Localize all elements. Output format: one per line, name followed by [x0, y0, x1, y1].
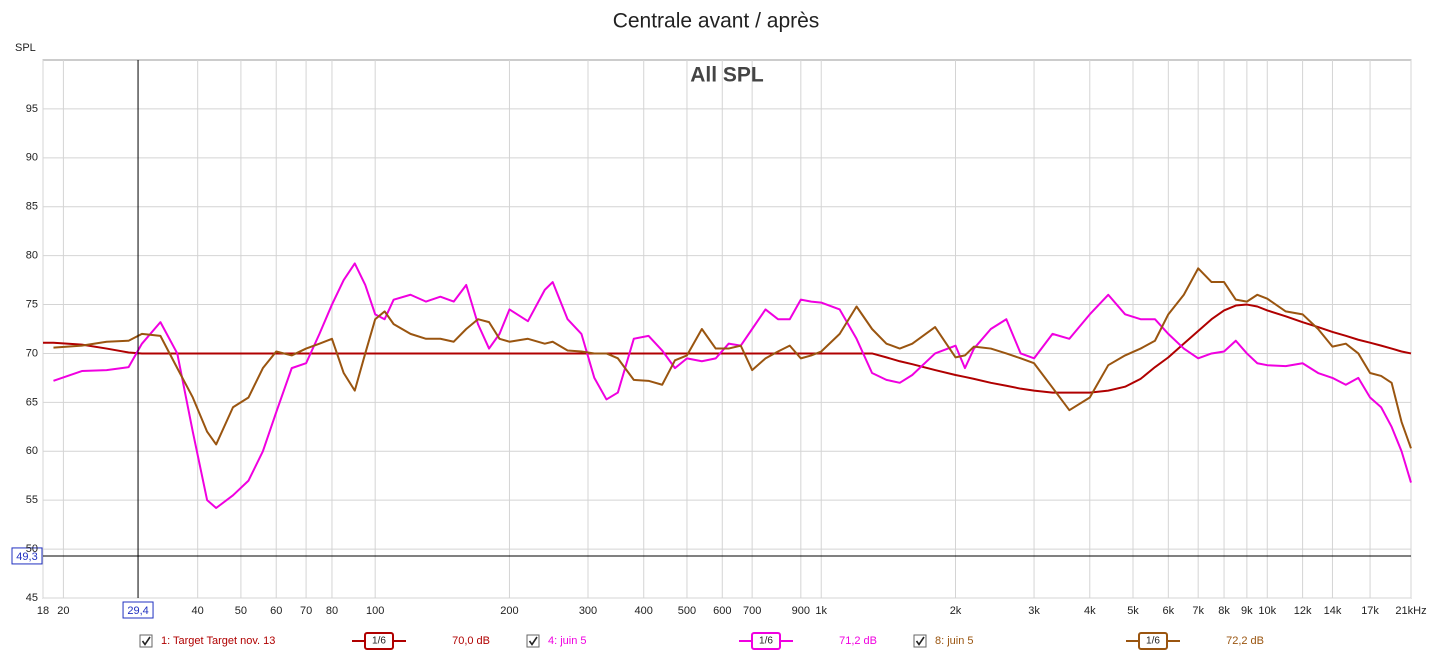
- y-tick-label: 70: [26, 347, 38, 359]
- x-tick-label: 2k: [950, 605, 962, 617]
- y-tick-label: 55: [26, 494, 38, 506]
- x-tick-label: 400: [635, 605, 653, 617]
- grid: [42, 60, 1412, 599]
- x-tick-label: 10k: [1258, 605, 1276, 617]
- x-tick-label: 40: [192, 605, 204, 617]
- legend-checkbox[interactable]: [139, 634, 153, 648]
- x-tick-label: 21kHz: [1395, 605, 1426, 617]
- x-tick-label: 7k: [1192, 605, 1204, 617]
- legend-level: 71,2 dB: [839, 635, 877, 647]
- cursor-x-box: [122, 601, 154, 619]
- legend-checkmark: [915, 636, 925, 646]
- x-tick-label: 100: [366, 605, 384, 617]
- x-tick-label: 200: [500, 605, 518, 617]
- series-line: [53, 267, 1412, 449]
- y-tick-label: 85: [26, 201, 38, 213]
- x-tick-label: 6k: [1163, 605, 1175, 617]
- x-tick-label: 8k: [1218, 605, 1230, 617]
- legend-checkmark: [528, 636, 538, 646]
- legend: 1: Target Target nov. 13 1/6 70,0 dB 4: jui…: [139, 632, 1264, 650]
- x-tick-label: 70: [300, 605, 312, 617]
- y-tick-label: 80: [26, 250, 38, 262]
- x-tick-label: 700: [743, 605, 761, 617]
- plot-area: [42, 59, 1412, 599]
- cursor: 29,4 49,3: [11, 60, 1411, 619]
- y-tick-label: 95: [26, 103, 38, 115]
- legend-smoothing-box[interactable]: [364, 632, 394, 650]
- series-line: [53, 262, 1412, 510]
- x-tick-label: 17k: [1361, 605, 1379, 617]
- x-tick-label: 5k: [1127, 605, 1139, 617]
- x-tick-label: 80: [326, 605, 338, 617]
- cursor-y-box: [11, 547, 43, 565]
- legend-name: 8: juin 5: [935, 635, 974, 647]
- x-tick-label: 900: [792, 605, 810, 617]
- y-tick-label: 65: [26, 396, 38, 408]
- x-tick-label: 12k: [1294, 605, 1312, 617]
- lines: [43, 262, 1412, 510]
- y-axis-label: SPL: [15, 42, 36, 54]
- x-tick-label: 20: [57, 605, 69, 617]
- x-tick-label: 300: [579, 605, 597, 617]
- legend-smoothing: 1/6: [372, 636, 386, 647]
- legend-checkbox[interactable]: [526, 634, 540, 648]
- legend-name: 4: juin 5: [548, 635, 587, 647]
- x-tick-label: 1k: [815, 605, 827, 617]
- y-tick-label: 50: [26, 543, 38, 555]
- y-tick-label: 75: [26, 298, 38, 310]
- legend-checkbox[interactable]: [913, 634, 927, 648]
- annotation: All SPL: [690, 64, 764, 87]
- legend-level: 70,0 dB: [452, 635, 490, 647]
- y-tick-label: 90: [26, 152, 38, 164]
- x-tick-label: 600: [713, 605, 731, 617]
- x-tick-label: 500: [678, 605, 696, 617]
- legend-level: 72,2 dB: [1226, 635, 1264, 647]
- x-tick-label: 18: [37, 605, 49, 617]
- legend-smoothing: 1/6: [1146, 636, 1160, 647]
- y-tick-label: 60: [26, 445, 38, 457]
- legend-name: 1: Target Target nov. 13: [161, 635, 275, 647]
- chart-title: Centrale avant / après: [613, 10, 820, 33]
- x-tick-label: 9k: [1241, 605, 1253, 617]
- legend-checkmark: [141, 636, 151, 646]
- cursor-y-label: 49,3: [16, 551, 37, 563]
- x-tick-label: 14k: [1324, 605, 1342, 617]
- legend-smoothing-box[interactable]: [1138, 632, 1168, 650]
- x-tick-label: 4k: [1084, 605, 1096, 617]
- x-tick-label: 60: [270, 605, 282, 617]
- y-tick-label: 45: [26, 592, 38, 604]
- legend-smoothing: 1/6: [759, 636, 773, 647]
- x-tick-label: 3k: [1028, 605, 1040, 617]
- legend-smoothing-box[interactable]: [751, 632, 781, 650]
- cursor-x-label: 29,4: [127, 605, 148, 617]
- x-tick-label: 50: [235, 605, 247, 617]
